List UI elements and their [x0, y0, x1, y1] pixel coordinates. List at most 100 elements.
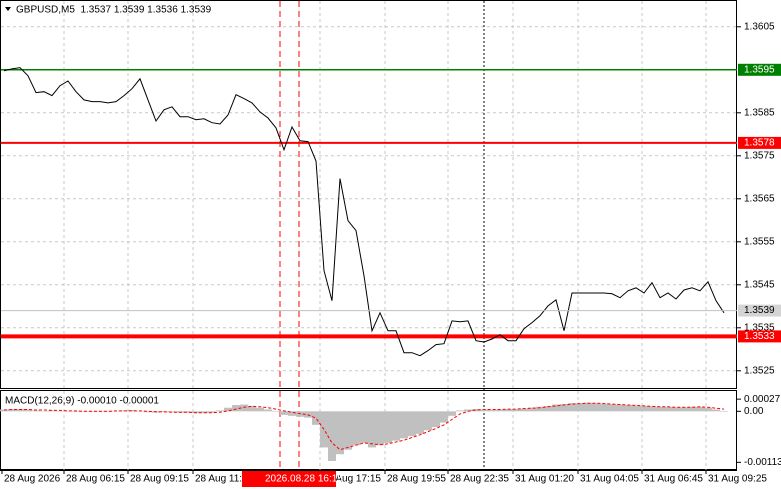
crosshair-time: 2026.08.28 16:15: [265, 474, 343, 485]
macd-bar: [392, 411, 400, 441]
macd-bar: [672, 407, 680, 412]
macd-bar: [448, 411, 456, 416]
macd-bar: [432, 411, 440, 428]
macd-bar: [704, 407, 712, 412]
y-tick-label: 1.3605: [744, 21, 775, 32]
macd-bar: [232, 404, 240, 412]
x-tick-label: 28 Aug 11:55: [195, 474, 254, 485]
last-price-label: 1.3539: [744, 305, 775, 316]
macd-bar: [480, 409, 488, 412]
macd-bar: [72, 411, 80, 412]
macd-bar: [560, 404, 568, 412]
macd-bar: [344, 411, 352, 450]
level-label-bg: [738, 136, 781, 149]
y-tick-label: -0.00113: [744, 457, 781, 468]
y-tick-label: 1.3555: [744, 236, 775, 247]
macd-bar: [592, 403, 600, 412]
macd-bar: [184, 411, 192, 413]
x-tick-label: 28 Aug 2026: [4, 474, 61, 485]
macd-bar: [224, 407, 232, 412]
macd-bar: [0, 409, 8, 412]
macd-bar: [144, 411, 152, 413]
last-price-bg: [738, 304, 781, 317]
x-tick-label: 31 Aug 06:45: [644, 474, 703, 485]
macd-bar: [56, 410, 64, 412]
macd-bar: [272, 411, 280, 412]
price-line: [3, 67, 725, 357]
macd-bar: [48, 410, 56, 412]
y-tick-label: 1.3565: [744, 193, 775, 204]
level-label: 1.3578: [744, 138, 775, 149]
macd-bar: [360, 411, 368, 443]
macd-bar: [376, 411, 384, 446]
macd-bar: [264, 409, 272, 412]
macd-bar: [496, 409, 504, 412]
macd-bar: [584, 402, 592, 412]
menu-arrow[interactable]: [5, 7, 11, 11]
x-tick-label: 28 Aug 17:15: [322, 474, 381, 485]
x-tick-label: 28 Aug 09:15: [130, 474, 189, 485]
macd-bar: [656, 406, 664, 412]
level-label-bg: [738, 63, 781, 76]
macd-bar: [648, 406, 656, 412]
macd-bar: [488, 409, 496, 412]
y-tick-label: 1.3585: [744, 107, 775, 118]
x-tick-label: 31 Aug 01:20: [515, 474, 574, 485]
macd-bar: [440, 411, 448, 423]
macd-bar: [464, 409, 472, 412]
x-tick-label: 28 Aug 19:55: [387, 474, 446, 485]
macd-bar: [632, 405, 640, 412]
signal-line: [3, 402, 725, 451]
macd-bar: [712, 409, 720, 412]
y-tick-label: 1.3535: [744, 322, 775, 333]
macd-bar: [40, 410, 48, 412]
macd-bar: [664, 406, 672, 412]
macd-bar: [536, 406, 544, 412]
macd-bar: [680, 407, 688, 412]
macd-bar: [504, 409, 512, 412]
macd-bar: [216, 410, 224, 412]
macd-bar: [280, 411, 288, 415]
time-marker-box: [242, 471, 264, 487]
macd-bar: [424, 411, 432, 431]
macd-bar: [288, 411, 296, 416]
macd-bar: [544, 405, 552, 412]
macd-bar: [696, 406, 704, 412]
macd-bar: [352, 411, 360, 446]
macd-bar: [600, 403, 608, 412]
x-tick-label: 28 Aug 06:15: [66, 474, 125, 485]
macd-bar: [552, 404, 560, 412]
macd-bar: [520, 408, 528, 412]
macd-bar: [384, 411, 392, 443]
macd-bar: [416, 411, 424, 434]
main-panel-border: [0, 0, 737, 389]
macd-bar: [624, 404, 632, 412]
y-tick-label: 1.3545: [744, 279, 775, 290]
chart-title: GBPUSD,M5 1.3537 1.3539 1.3536 1.3539: [16, 5, 212, 16]
macd-bar: [336, 411, 344, 455]
macd-bar: [640, 405, 648, 412]
macd-bar: [472, 409, 480, 412]
x-tick-label: 28 Aug 22:35: [450, 474, 509, 485]
macd-bar: [128, 409, 136, 412]
macd-bar: [24, 409, 32, 412]
macd-bar: [368, 411, 376, 448]
level-label-bg: [738, 330, 781, 343]
macd-title: MACD(12,26,9) -0.00010 -0.00001: [5, 396, 159, 407]
macd-bar: [168, 411, 176, 413]
macd-bar: [8, 409, 16, 412]
macd-bar: [240, 404, 248, 412]
macd-bar: [248, 405, 256, 412]
macd-bar: [616, 404, 624, 412]
macd-bar: [608, 404, 616, 412]
y-tick-label: 0.00027: [744, 394, 781, 405]
level-label: 1.3595: [744, 64, 775, 75]
y-tick-label: 0.00: [744, 406, 764, 417]
macd-bar: [104, 411, 112, 412]
macd-bar: [400, 411, 408, 439]
macd-bar: [88, 411, 96, 412]
level-label: 1.3533: [744, 331, 775, 342]
x-tick-label: 31 Aug 04:05: [580, 474, 639, 485]
y-tick-label: 1.3575: [744, 150, 775, 161]
